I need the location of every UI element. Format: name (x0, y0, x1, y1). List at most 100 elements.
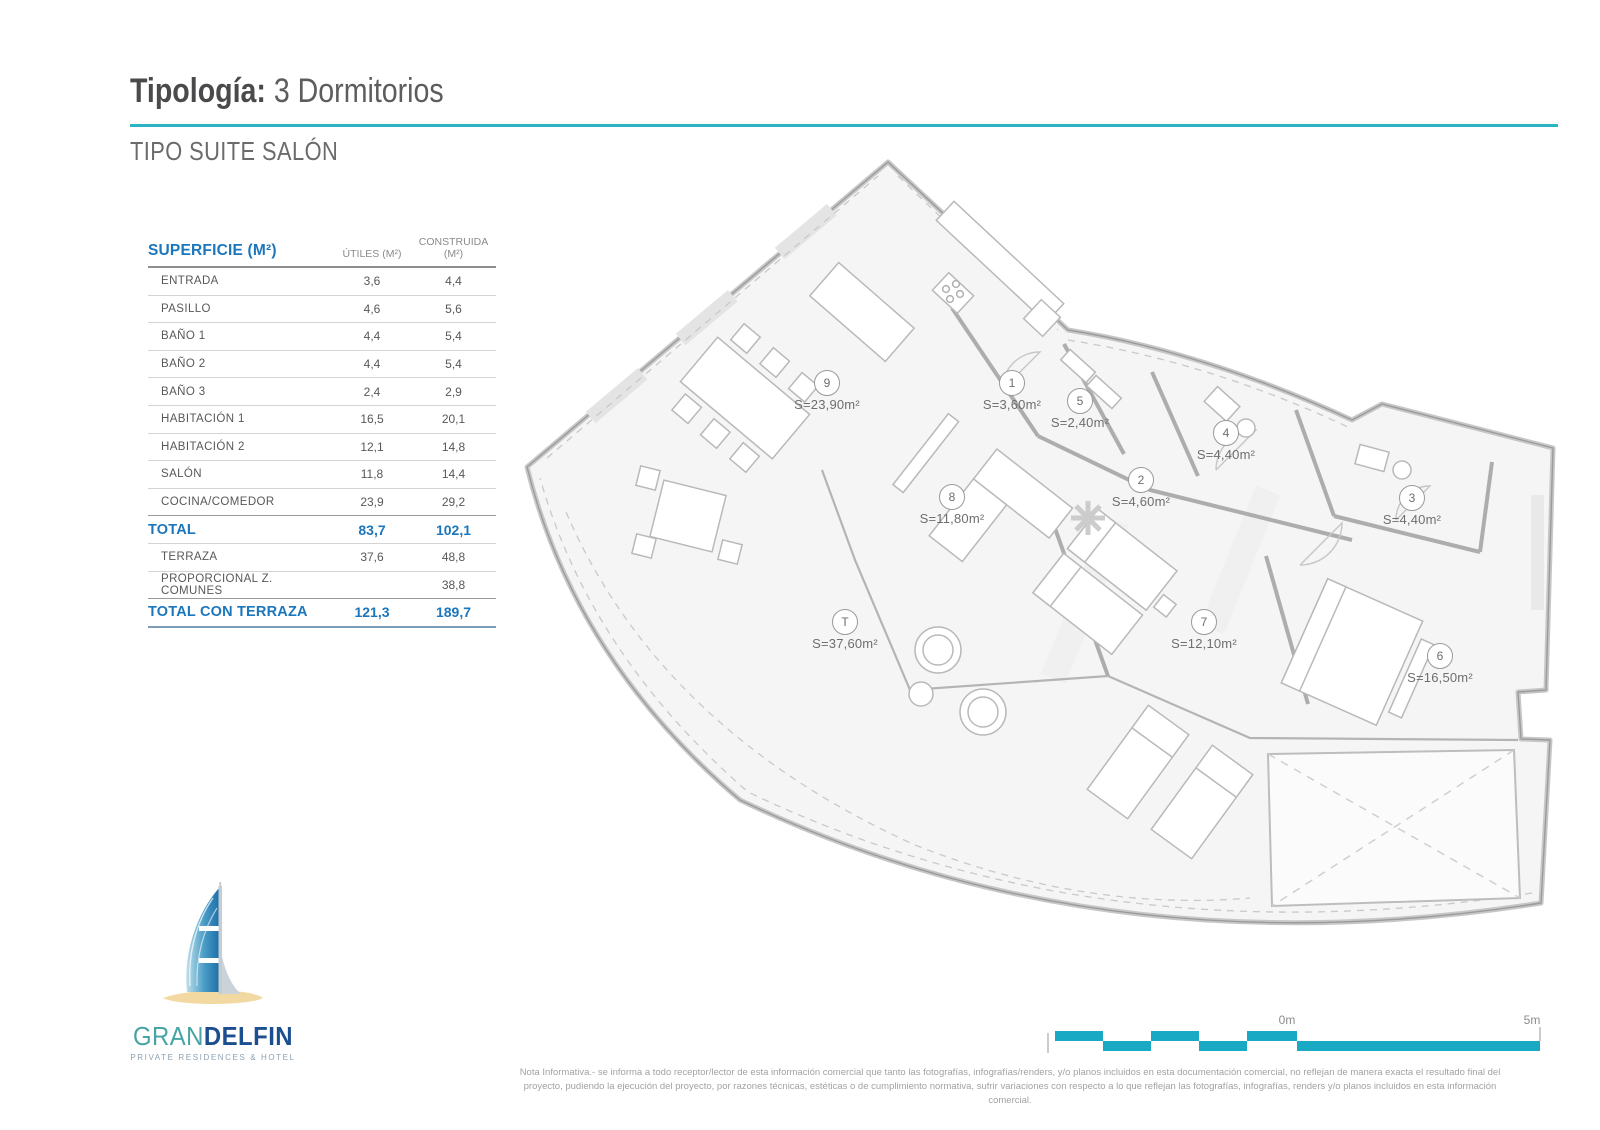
surface-row-value: 5,4 (445, 329, 462, 344)
surface-row-label: HABITACIÓN 1 (161, 413, 245, 426)
surface-table-header: SUPERFICIE (M²) ÚTILES (M²) CONSTRUIDA (… (148, 234, 496, 266)
surface-row-value: 5,6 (445, 301, 462, 316)
surface-row-value: 37,6 (360, 550, 384, 565)
room-number-badge: 4 (1213, 420, 1239, 446)
surface-row-value: 48,8 (441, 550, 466, 565)
surface-row-value: 3,6 (363, 274, 381, 289)
room-number-badge: 5 (1067, 388, 1093, 414)
surface-row-label: PROPORCIONAL Z. COMUNES (161, 572, 273, 597)
brand-tagline: PRIVATE RESIDENCES & HOTEL (130, 1053, 296, 1062)
surface-row-label: PASILLO (161, 302, 211, 315)
surface-row-value: 83,7 (358, 521, 386, 538)
room-number-badge: 3 (1399, 485, 1425, 511)
glass-front-layer (820, 469, 1519, 742)
surface-row: HABITACIÓN 2 12,1 14,8 (148, 432, 496, 461)
floorplan: 9 S=23,90m² 1 S=3,60m² 5 S=2,40m² 4 S=4,40m² 2 S=… (505, 145, 1575, 955)
room-label-7: 7 S=12,10m² (1144, 609, 1264, 651)
surface-row: SALÓN 11,8 14,4 (148, 460, 496, 488)
surface-row: BAÑO 2 4,4 5,4 (148, 349, 496, 378)
surface-row-label: BAÑO 3 (161, 385, 206, 398)
surface-row-label: TOTAL CON TERRAZA (148, 604, 308, 621)
surface-table-title: SUPERFICIE (M²) (148, 242, 277, 259)
surface-row-value: 29,2 (441, 495, 466, 510)
room-label-9: 9 S=23,90m² (767, 370, 887, 412)
surface-row-label: BAÑO 1 (161, 330, 206, 343)
page-title-label: Tipología: (130, 72, 266, 110)
starburst-symbol (1071, 501, 1105, 535)
room-area-value: S=4,40m² (1196, 447, 1256, 462)
surface-row-label: BAÑO 2 (161, 358, 206, 371)
floorplan-svg (524, 159, 1556, 926)
void-area (1266, 748, 1522, 908)
legal-disclaimer-line2: proyecto, pudiendo la ejecución del proy… (523, 1080, 1497, 1106)
room-label-2: 2 S=4,60m² (1081, 467, 1201, 509)
page-title: Tipología: 3 Dormitorios (130, 72, 444, 111)
surface-row-value: 11,8 (360, 467, 384, 482)
surface-row-value: 4,6 (363, 301, 381, 316)
surface-row-label: HABITACIÓN 2 (161, 440, 245, 453)
surface-row: PROPORCIONAL Z. COMUNES 38,8 (148, 570, 496, 599)
brand-name-delfin: DELFIN (203, 1021, 294, 1051)
scale-bar-segments (1055, 1031, 1540, 1051)
surface-row-value: 14,8 (441, 439, 466, 454)
scale-five-label: 5m (1524, 1013, 1541, 1027)
room-area-value: S=4,60m² (1111, 494, 1171, 509)
room-area-value: S=4,40m² (1382, 512, 1442, 527)
surface-row-value: 12,1 (360, 439, 384, 454)
surface-row: PASILLO 4,6 5,6 (148, 294, 496, 323)
room-number-badge: 7 (1191, 609, 1217, 635)
room-label-1: 1 S=3,60m² (952, 370, 1072, 412)
room-label-8: 8 S=11,80m² (892, 484, 1012, 526)
surface-row-label: SALÓN (161, 468, 202, 481)
room-area-value: S=12,10m² (1171, 636, 1237, 651)
room-label-6: 6 S=16,50m² (1380, 643, 1500, 685)
surface-table: SUPERFICIE (M²) ÚTILES (M²) CONSTRUIDA (… (148, 234, 496, 628)
surface-row-value: 20,1 (441, 412, 466, 427)
surface-row-value: 4,4 (363, 329, 381, 344)
room-label-3: 3 S=4,40m² (1352, 485, 1472, 527)
surface-row: TOTAL 83,7 102,1 (148, 515, 496, 543)
room-label-T: T S=37,60m² (785, 609, 905, 651)
room-number-badge: 1 (999, 370, 1025, 396)
surface-row: HABITACIÓN 1 16,5 20,1 (148, 404, 496, 433)
surface-row: ENTRADA 3,6 4,4 (148, 266, 496, 295)
surface-table-rows: ENTRADA 3,6 4,4 PASILLO 4,6 5,6 BAÑO 1 4,4 5,4 BA… (148, 266, 496, 628)
room-area-value: S=2,40m² (1050, 415, 1110, 430)
brand-name-gran: GRAN (132, 1021, 204, 1051)
surface-row: TOTAL CON TERRAZA 121,3 189,7 (148, 598, 496, 628)
surface-row: COCINA/COMEDOR 23,9 29,2 (148, 487, 496, 516)
surface-row-value: 4,4 (445, 274, 462, 289)
scale-bar-svg: 0m 5m (1047, 1013, 1541, 1053)
page-subtitle: TIPO SUITE SALÓN (130, 136, 339, 166)
legal-disclaimer: Nota Informativa.- se informa a todo rec… (505, 1066, 1515, 1107)
room-area-value: S=37,60m² (812, 636, 878, 651)
surface-row: TERRAZA 37,6 48,8 (148, 542, 496, 571)
surface-row-value: 102,1 (435, 521, 472, 538)
surface-row-value: 189,7 (435, 604, 472, 621)
surface-row-label: ENTRADA (161, 275, 219, 288)
room-number-badge: 2 (1128, 467, 1154, 493)
surface-row-label: COCINA/COMEDOR (161, 496, 275, 509)
surface-row-value: 4,4 (363, 357, 381, 372)
room-number-badge: 8 (939, 484, 965, 510)
surface-row-value: 16,5 (360, 412, 384, 427)
surface-row-label: TERRAZA (161, 551, 218, 564)
title-divider (130, 124, 1558, 127)
room-area-value: S=23,90m² (794, 397, 860, 412)
room-number-badge: 9 (814, 370, 840, 396)
room-area-value: S=11,80m² (919, 511, 985, 526)
surface-row: BAÑO 3 2,4 2,9 (148, 377, 496, 405)
walls-layer (950, 306, 1494, 705)
surface-row-value: 14,4 (441, 467, 466, 482)
surface-row-value: 38,8 (441, 577, 466, 592)
surface-row-value: 5,4 (445, 357, 462, 372)
brand-name: GRANDELFIN (126, 1021, 301, 1052)
footprint-layer (524, 159, 1556, 926)
room-number-badge: 6 (1427, 643, 1453, 669)
room-area-value: S=3,60m² (982, 397, 1042, 412)
room-number-badge: T (832, 609, 858, 635)
scale-zero-label: 0m (1279, 1013, 1296, 1027)
room-area-value: S=16,50m² (1407, 670, 1473, 685)
legal-disclaimer-line1: Nota Informativa.- se informa a todo rec… (519, 1067, 1501, 1078)
